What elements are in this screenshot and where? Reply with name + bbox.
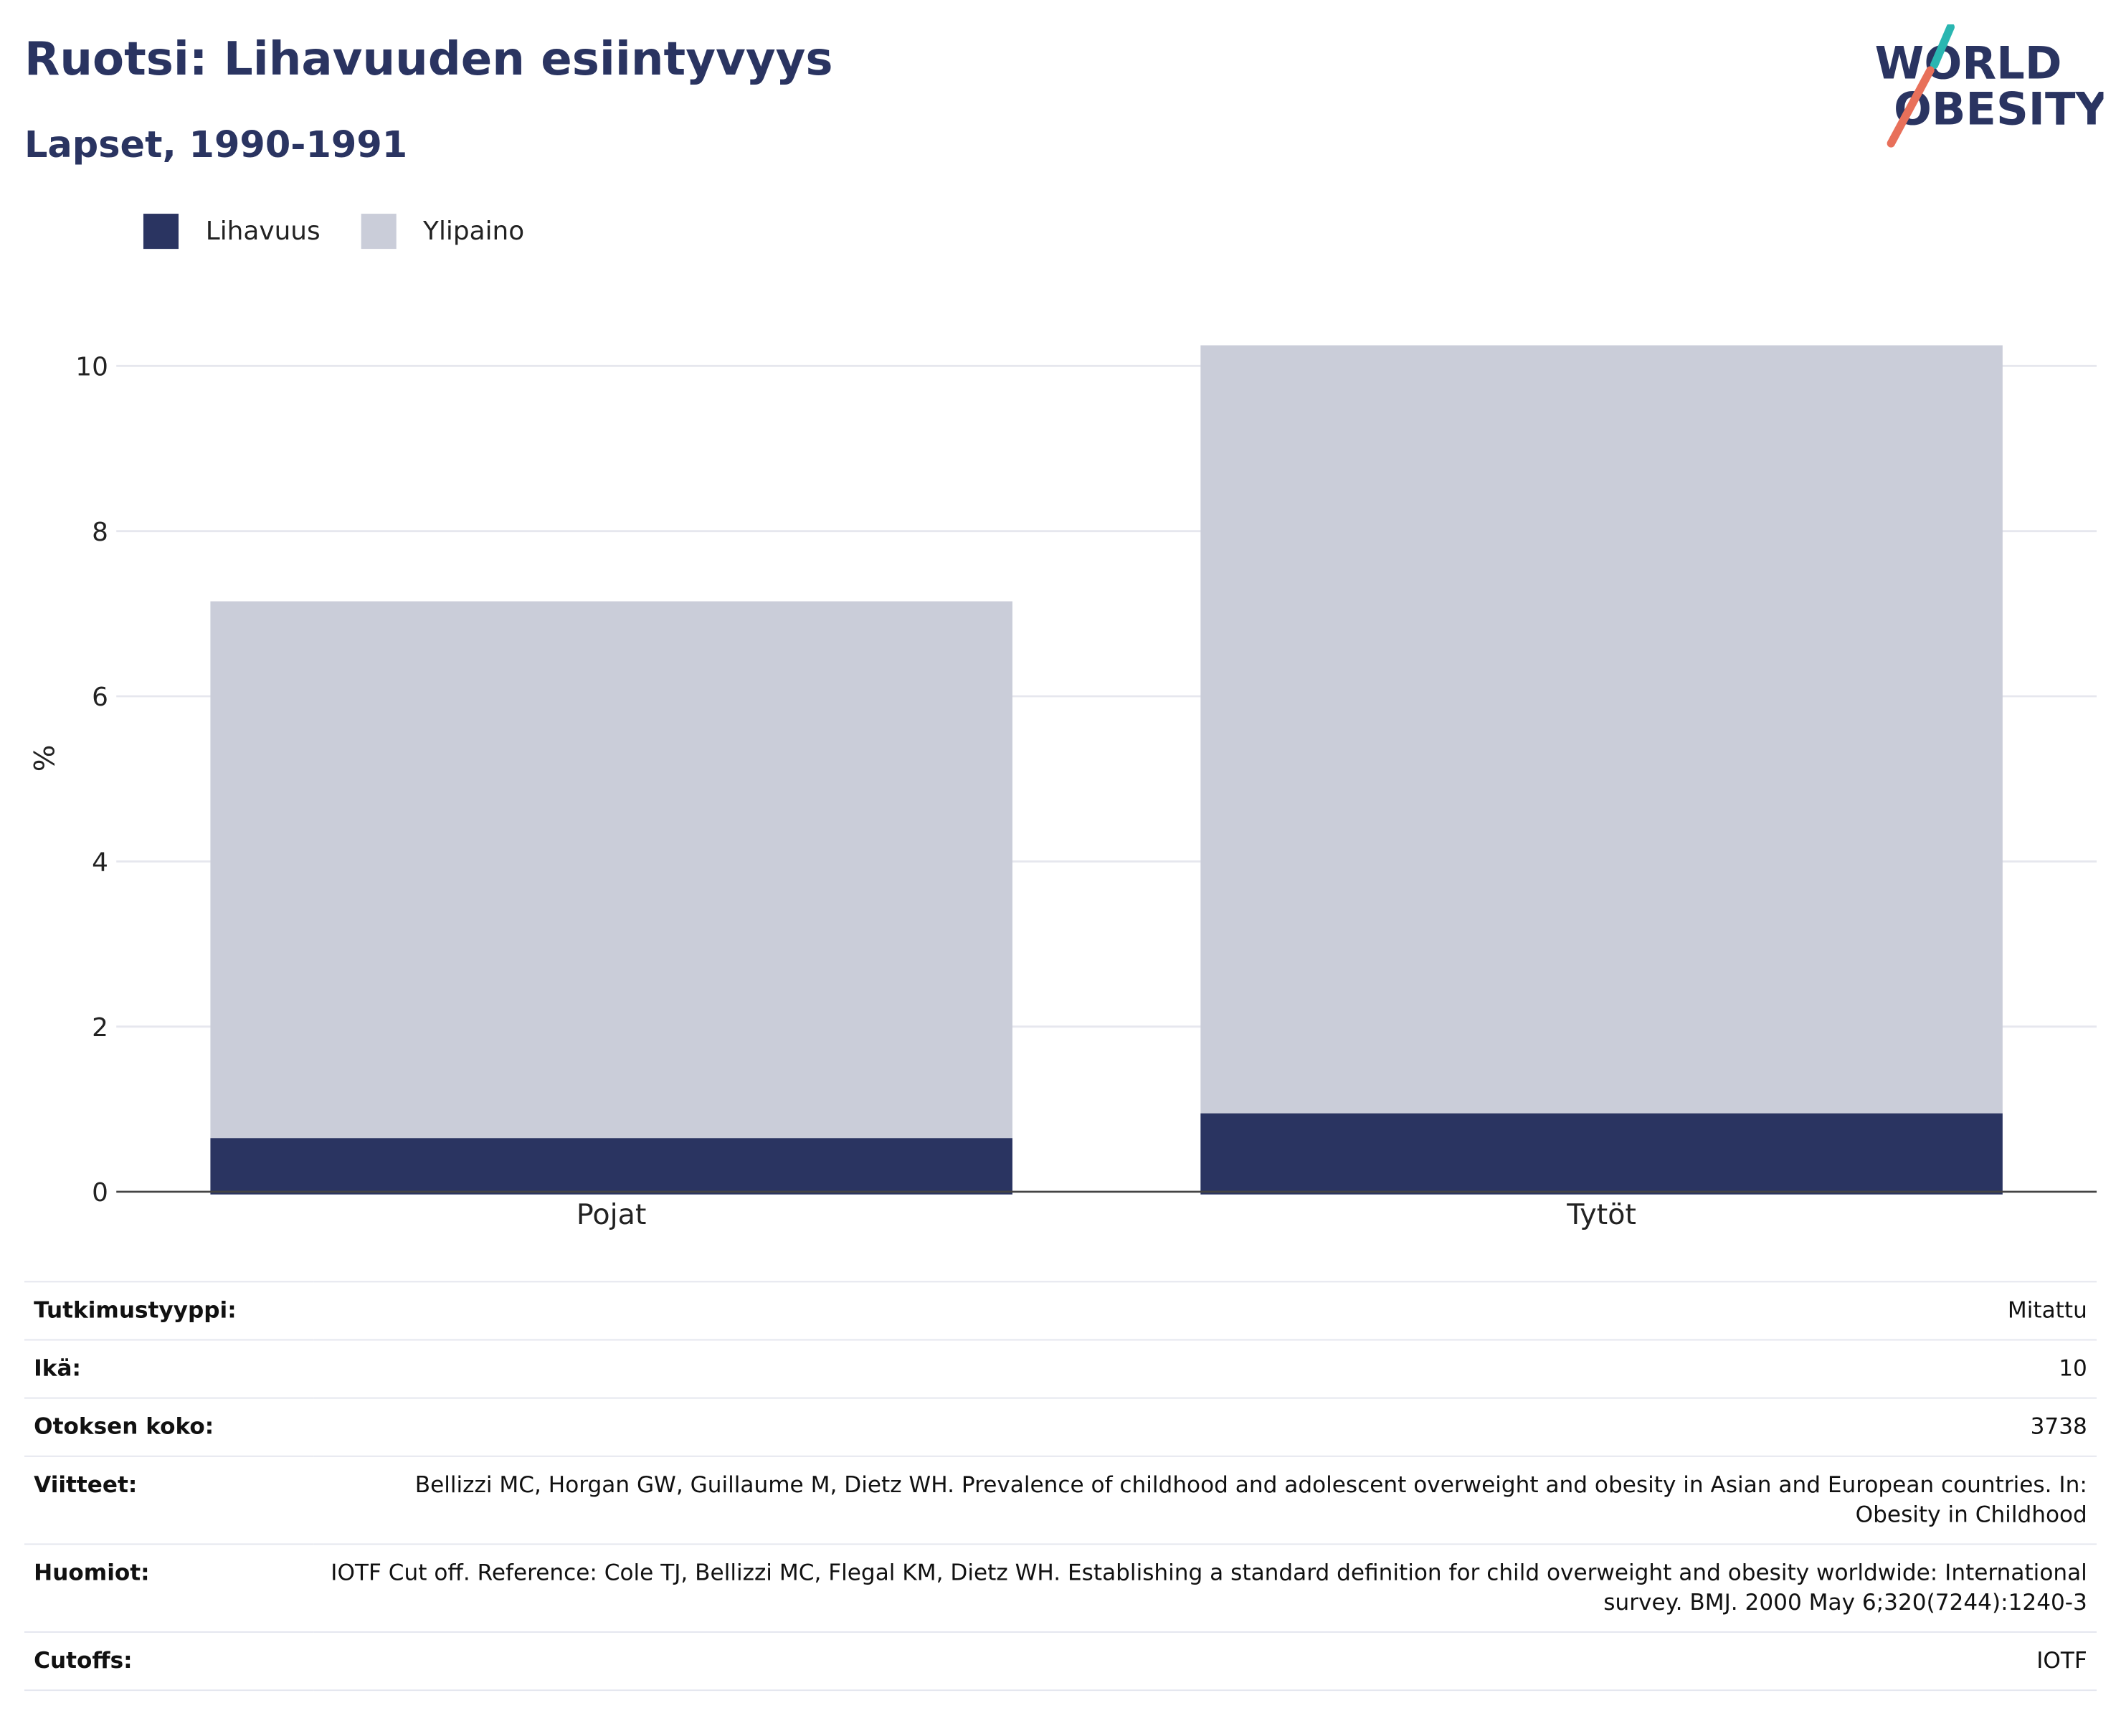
y-tick-label: 10: [75, 353, 108, 382]
legend-swatch-ylipaino: [361, 214, 397, 250]
stacked-bar-chart: 0 2 4 6 8 10% Pojat Tytöt: [28, 345, 2097, 1231]
logo-line-1: WORLD: [1875, 37, 2062, 89]
info-row: Tutkimustyyppi: Mitattu: [24, 1281, 2097, 1340]
info-key: Viitteet:: [24, 1455, 314, 1545]
x-tick-label: Tytöt: [1566, 1198, 1636, 1231]
y-tick-label: 8: [92, 518, 108, 547]
info-row: Otoksen koko: 3738: [24, 1397, 2097, 1456]
y-tick-label: 2: [92, 1013, 108, 1043]
info-value: IOTF: [313, 1631, 2097, 1692]
info-key: Tutkimustyyppi:: [24, 1281, 314, 1340]
world-obesity-logo: WORLD OBESITY: [1875, 24, 2103, 148]
bar-lihavuus-tytöt: [1200, 1113, 2003, 1195]
y-axis-label: %: [28, 745, 61, 772]
chart-subtitle: Lapset, 1990-1991: [24, 124, 408, 167]
info-value: IOTF Cut off. Reference: Cole TJ, Belliz…: [313, 1543, 2097, 1633]
info-key: Otoksen koko:: [24, 1397, 314, 1456]
logo-line-2: OBESITY: [1894, 83, 2103, 136]
legend-label-lihavuus: Lihavuus: [205, 216, 321, 247]
info-row: Huomiot: IOTF Cut off. Reference: Cole TJ…: [24, 1543, 2097, 1633]
info-row: Ikä: 10: [24, 1339, 2097, 1398]
info-value: 3738: [313, 1397, 2097, 1456]
info-table: Tutkimustyyppi: Mitattu Ikä: 10 Otoksen koko…: [24, 1281, 2097, 1692]
y-tick-label: 4: [92, 848, 108, 878]
x-tick-label: Pojat: [576, 1198, 647, 1231]
info-key: Cutoffs:: [24, 1631, 314, 1692]
legend-swatch-lihavuus: [143, 214, 179, 250]
y-tick-label: 6: [92, 683, 108, 712]
logo-slash-coral: [1887, 66, 1935, 148]
logo-slash-teal: [1930, 24, 1955, 70]
info-value: 10: [313, 1339, 2097, 1398]
info-key: Ikä:: [24, 1339, 314, 1398]
bar-lihavuus-pojat: [210, 1138, 1012, 1195]
bar-ylipaino-pojat: [210, 601, 1012, 1139]
info-row: Viitteet: Bellizzi MC, Horgan GW, Guillau…: [24, 1455, 2097, 1545]
chart-legend: Lihavuus Ylipaino: [143, 214, 565, 250]
chart-title: Ruotsi: Lihavuuden esiintyvyys: [24, 32, 833, 87]
info-key: Huomiot:: [24, 1543, 314, 1633]
y-tick-label: 0: [92, 1178, 108, 1208]
legend-label-ylipaino: Ylipaino: [423, 216, 525, 247]
legend-item-lihavuus[interactable]: Lihavuus: [143, 214, 321, 250]
bar-ylipaino-tytöt: [1200, 345, 2003, 1114]
info-value: Bellizzi MC, Horgan GW, Guillaume M, Die…: [313, 1455, 2097, 1545]
legend-item-ylipaino[interactable]: Ylipaino: [361, 214, 525, 250]
info-value: Mitattu: [313, 1281, 2097, 1340]
info-row: Cutoffs: IOTF: [24, 1631, 2097, 1692]
